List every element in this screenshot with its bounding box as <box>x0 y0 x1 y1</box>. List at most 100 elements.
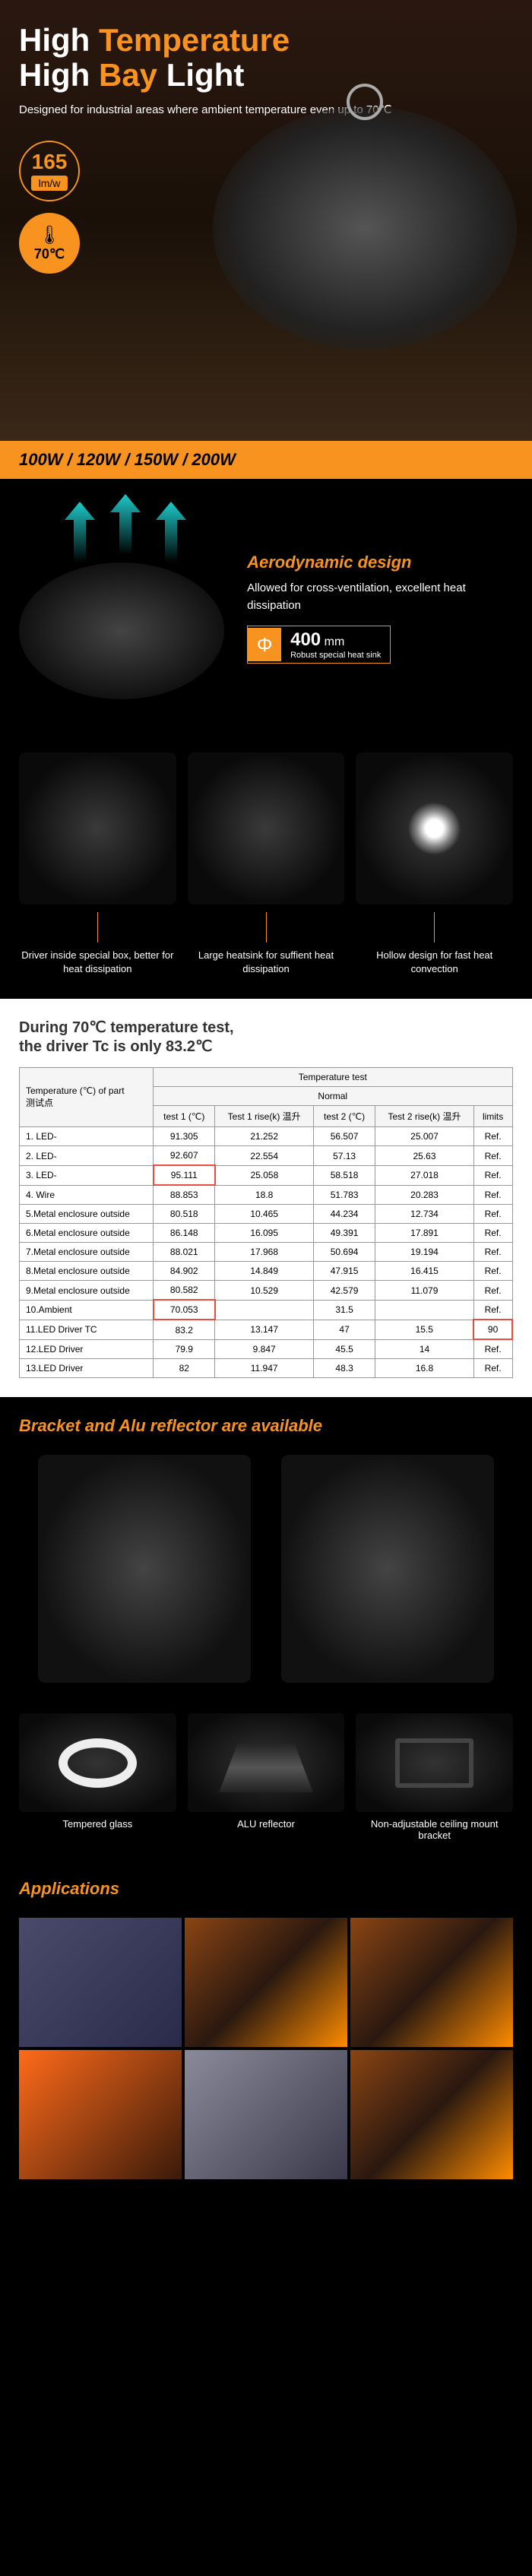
table-cell: 10.465 <box>215 1205 313 1224</box>
reflector-product-image <box>281 1455 494 1683</box>
feature-image <box>356 753 513 905</box>
table-row: 13.LED Driver8211.94748.316.8Ref. <box>20 1359 513 1378</box>
table-cell: 18.8 <box>215 1185 313 1205</box>
title-word-orange: Bay <box>99 57 157 93</box>
phi-subtitle: Robust special heat sink <box>290 651 381 660</box>
applications-section: Applications <box>0 1860 532 2179</box>
bracket-images-row <box>19 1455 513 1683</box>
table-cell: 58.518 <box>313 1165 375 1185</box>
table-cell: 21.252 <box>215 1127 313 1146</box>
table-cell: 31.5 <box>313 1300 375 1320</box>
table-row: 10.Ambient70.05331.5Ref. <box>20 1300 513 1320</box>
table-cell: 16.095 <box>215 1224 313 1243</box>
row-label: 3. LED- <box>20 1165 154 1185</box>
table-cell: 91.305 <box>154 1127 215 1146</box>
table-row: 11.LED Driver TC83.213.1474715.590 <box>20 1320 513 1339</box>
test-title-line: During 70℃ temperature test, <box>19 1019 234 1036</box>
table-row: 12.LED Driver79.99.84745.514Ref. <box>20 1339 513 1359</box>
table-cell: 25.058 <box>215 1165 313 1185</box>
table-cell: 47 <box>313 1320 375 1339</box>
feature-image <box>19 753 176 905</box>
connector-line <box>97 912 98 943</box>
row-label: 6.Metal enclosure outside <box>20 1224 154 1243</box>
test-title-line: the driver Tc is only 83.2℃ <box>19 1038 212 1055</box>
bracket-title: Bracket and Alu reflector are available <box>19 1416 513 1436</box>
temperature-table: Temperature (℃) of part 测试点 Temperature … <box>19 1067 513 1378</box>
feature-image <box>188 753 345 905</box>
connector-line <box>434 912 435 943</box>
table-cell <box>215 1300 313 1320</box>
accessory-image <box>356 1713 513 1812</box>
table-cell: 70.053 <box>154 1300 215 1320</box>
table-cell: 80.518 <box>154 1205 215 1224</box>
row-label: 4. Wire <box>20 1185 154 1205</box>
table-row: 7.Metal enclosure outside88.02117.96850.… <box>20 1243 513 1262</box>
aero-image <box>19 502 224 714</box>
aerodynamic-row: Aerodynamic design Allowed for cross-ven… <box>19 502 513 714</box>
features-section: Aerodynamic design Allowed for cross-ven… <box>0 479 532 999</box>
accessory-item: ALU reflector <box>188 1713 345 1841</box>
airflow-arrow-icon <box>110 494 141 555</box>
table-cell: 17.968 <box>215 1243 313 1262</box>
table-cell: 25.63 <box>375 1146 473 1166</box>
table-cell: 56.507 <box>313 1127 375 1146</box>
table-header: Temperature test <box>154 1068 512 1087</box>
table-cell: 14.849 <box>215 1262 313 1281</box>
table-cell: 14 <box>375 1339 473 1359</box>
table-cell: 19.194 <box>375 1243 473 1262</box>
feature-text: Driver inside special box, better for he… <box>19 949 176 976</box>
accessory-image <box>188 1713 345 1812</box>
table-row: 8.Metal enclosure outside84.90214.84947.… <box>20 1262 513 1281</box>
thermometer-icon: 🌡 <box>38 224 61 246</box>
row-label: 10.Ambient <box>20 1300 154 1320</box>
applications-grid <box>19 1918 513 2179</box>
airflow-arrow-icon <box>65 502 95 562</box>
phi-unit: mm <box>325 635 345 648</box>
table-cell: 90 <box>473 1320 512 1339</box>
application-image <box>350 2050 513 2179</box>
temp-value: 70℃ <box>34 246 65 262</box>
title-word-orange: Temperature <box>99 22 290 58</box>
table-cell: 48.3 <box>313 1359 375 1378</box>
row-label: 1. LED- <box>20 1127 154 1146</box>
table-column-header: limits <box>473 1106 512 1127</box>
table-cell: 45.5 <box>313 1339 375 1359</box>
temperature-test-section: During 70℃ temperature test, the driver … <box>0 999 532 1397</box>
table-header: Temperature (℃) of part 测试点 <box>20 1068 154 1127</box>
table-cell: 51.783 <box>313 1185 375 1205</box>
table-cell: 15.5 <box>375 1320 473 1339</box>
wattage-bar: 100W / 120W / 150W / 200W <box>0 441 532 479</box>
application-image <box>185 2050 347 2179</box>
table-column-header: test 2 (℃) <box>313 1106 375 1127</box>
table-cell: Ref. <box>473 1205 512 1224</box>
bracket-product-image <box>38 1455 251 1683</box>
hero-product-image <box>213 106 517 350</box>
table-cell: 88.853 <box>154 1185 215 1205</box>
table-row: 2. LED-92.60722.55457.1325.63Ref. <box>20 1146 513 1166</box>
accessories-row: Tempered glass ALU reflector Non-adjusta… <box>19 1713 513 1841</box>
test-title: During 70℃ temperature test, the driver … <box>19 1018 513 1056</box>
table-column-header: Test 1 rise(k) 温升 <box>215 1106 313 1127</box>
title-word: Light <box>166 57 245 93</box>
accessory-label: Non-adjustable ceiling mount bracket <box>356 1818 513 1841</box>
applications-title: Applications <box>19 1879 513 1899</box>
title-word: High <box>19 22 90 58</box>
table-row: 3. LED-95.11125.05858.51827.018Ref. <box>20 1165 513 1185</box>
table-cell: 42.579 <box>313 1281 375 1301</box>
table-cell: 80.582 <box>154 1281 215 1301</box>
table-cell: 12.734 <box>375 1205 473 1224</box>
row-label: 12.LED Driver <box>20 1339 154 1359</box>
title-word: High <box>19 57 90 93</box>
table-cell: 49.391 <box>313 1224 375 1243</box>
table-cell: Ref. <box>473 1185 512 1205</box>
table-row: 9.Metal enclosure outside80.58210.52942.… <box>20 1281 513 1301</box>
table-cell: Ref. <box>473 1243 512 1262</box>
table-header: Normal <box>154 1087 512 1106</box>
feature-col: Large heatsink for suffient heat dissipa… <box>188 753 345 976</box>
feature-text: Large heatsink for suffient heat dissipa… <box>188 949 345 976</box>
table-cell: 17.891 <box>375 1224 473 1243</box>
table-cell: 84.902 <box>154 1262 215 1281</box>
bracket-section: Bracket and Alu reflector are available … <box>0 1397 532 1860</box>
table-cell: Ref. <box>473 1339 512 1359</box>
badge-unit: lm/w <box>31 176 68 191</box>
